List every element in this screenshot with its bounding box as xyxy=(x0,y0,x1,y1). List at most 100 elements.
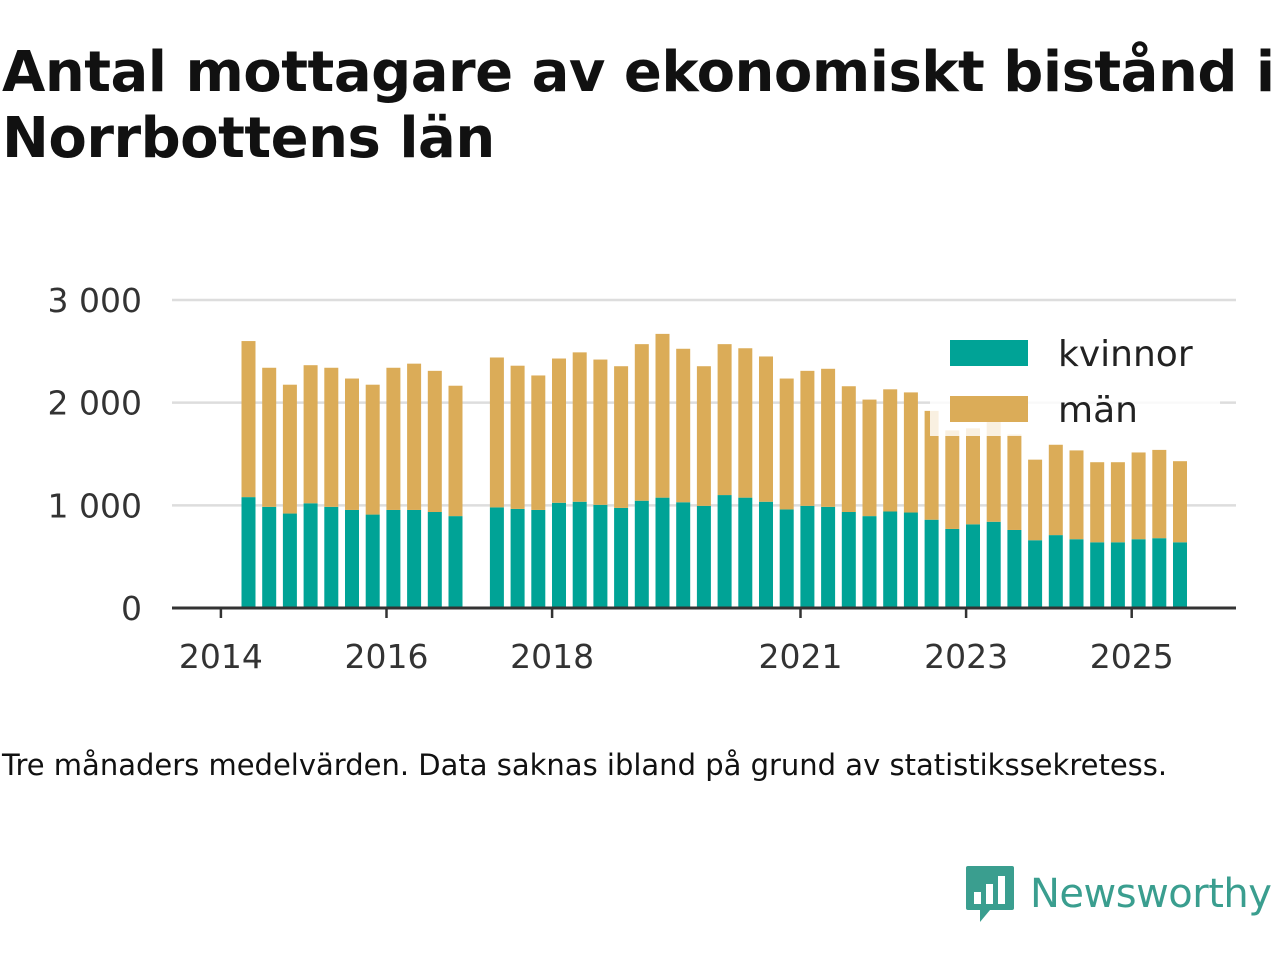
bar-man xyxy=(841,386,856,513)
bar-man xyxy=(1069,450,1084,540)
x-tick-label: 2021 xyxy=(759,637,843,676)
bar-kvinnor xyxy=(241,497,256,608)
bar-man xyxy=(510,365,525,509)
brand-name: Newsworthy xyxy=(1030,871,1272,917)
y-tick-label: 0 xyxy=(121,589,142,628)
bar-kvinnor xyxy=(634,500,649,608)
brand-logo: Newsworthy xyxy=(964,864,1272,924)
y-tick-label: 3 000 xyxy=(48,281,142,320)
bar-man xyxy=(282,384,297,514)
legend: kvinnor män xyxy=(930,328,1220,436)
bar-man xyxy=(1090,462,1105,543)
bar-kvinnor xyxy=(1028,540,1043,608)
bar-man xyxy=(614,366,629,508)
bar-kvinnor xyxy=(924,519,939,608)
bar-kvinnor xyxy=(489,507,504,608)
bar-man xyxy=(1007,434,1022,530)
bar-man xyxy=(489,357,504,508)
bar-man xyxy=(759,356,773,502)
x-tick-label: 2014 xyxy=(179,637,263,676)
bar-man xyxy=(262,367,277,507)
bar-man xyxy=(552,358,566,503)
y-tick-label: 1 000 xyxy=(48,486,142,525)
bar-kvinnor xyxy=(945,528,960,608)
bar-man xyxy=(717,344,732,496)
bar-man xyxy=(986,418,1001,522)
bar-kvinnor xyxy=(759,501,773,608)
bar-man xyxy=(572,352,587,502)
bar-man xyxy=(821,368,836,507)
bar-man xyxy=(241,341,256,498)
stacked-bar-chart: 0 1 000 2 000 3 000 2014 2016 2018 2021 2023 2025… xyxy=(48,281,1236,676)
x-tick-label: 2025 xyxy=(1090,637,1174,676)
bar-kvinnor xyxy=(1007,529,1022,608)
bar-kvinnor xyxy=(1069,539,1084,608)
y-tick-label: 2 000 xyxy=(48,384,142,423)
bar-man xyxy=(862,399,877,517)
bar-man xyxy=(883,389,898,512)
x-tick-label: 2018 xyxy=(510,637,594,676)
bar-man xyxy=(1110,462,1125,543)
bar-kvinnor xyxy=(386,509,401,608)
bar-kvinnor xyxy=(862,516,877,608)
bar-man xyxy=(386,367,401,510)
bar-man xyxy=(1048,444,1063,536)
bar-man xyxy=(303,365,318,504)
bar-man xyxy=(738,348,753,498)
legend-label: män xyxy=(1058,390,1138,431)
x-tick-label: 2023 xyxy=(924,637,1008,676)
bar-kvinnor xyxy=(717,495,732,608)
bar-man xyxy=(407,363,422,510)
bar-kvinnor xyxy=(345,509,359,608)
bar-man xyxy=(448,385,463,517)
bar-man xyxy=(696,366,711,506)
bar-man xyxy=(655,333,670,498)
bar-kvinnor xyxy=(510,508,525,608)
bar-man xyxy=(1173,461,1187,543)
legend-label: kvinnor xyxy=(1058,334,1193,375)
bar-kvinnor xyxy=(841,512,856,608)
bar-kvinnor xyxy=(821,506,836,608)
bar-kvinnor xyxy=(1152,538,1167,608)
axes: 0 1 000 2 000 3 000 2014 2016 2018 2021 2023 2025 xyxy=(48,281,1236,676)
bar-kvinnor xyxy=(407,509,422,608)
bar-man xyxy=(945,430,960,529)
bar-man xyxy=(1028,459,1043,541)
x-tick-label: 2016 xyxy=(345,637,429,676)
legend-swatch xyxy=(950,396,1028,422)
bar-kvinnor xyxy=(448,516,463,608)
bar-kvinnor xyxy=(1131,539,1146,608)
bar-man xyxy=(779,378,794,510)
legend-swatch xyxy=(950,340,1028,366)
bars xyxy=(241,333,1187,608)
bar-kvinnor xyxy=(303,503,318,608)
bar-kvinnor xyxy=(282,513,297,608)
bar-kvinnor xyxy=(1173,542,1187,608)
bar-man xyxy=(324,367,339,507)
bar-man xyxy=(924,410,939,520)
bar-man xyxy=(1131,452,1146,540)
bar-man xyxy=(634,344,649,501)
bar-kvinnor xyxy=(800,505,815,608)
bar-kvinnor xyxy=(903,512,918,608)
bar-kvinnor xyxy=(1090,542,1105,608)
chart-caption: Tre månaders medelvärden. Data saknas ib… xyxy=(2,748,1168,782)
bar-kvinnor xyxy=(552,502,566,608)
bar-man xyxy=(676,348,691,503)
bar-man xyxy=(903,392,918,513)
chart-title: Antal mottagare av ekonomiskt bistånd i … xyxy=(2,40,1275,171)
bar-kvinnor xyxy=(324,506,339,608)
bar-kvinnor xyxy=(966,524,980,608)
bar-kvinnor xyxy=(738,497,753,608)
bar-kvinnor xyxy=(1110,542,1125,608)
bar-man xyxy=(531,375,546,510)
bar-man xyxy=(345,378,359,510)
bar-kvinnor xyxy=(676,502,691,608)
bar-kvinnor xyxy=(427,512,442,608)
bar-kvinnor xyxy=(655,497,670,608)
bar-kvinnor xyxy=(262,506,277,608)
newsworthy-logo-icon xyxy=(966,866,1014,922)
bar-kvinnor xyxy=(696,505,711,608)
bar-man xyxy=(427,370,442,513)
bar-man xyxy=(966,428,980,525)
